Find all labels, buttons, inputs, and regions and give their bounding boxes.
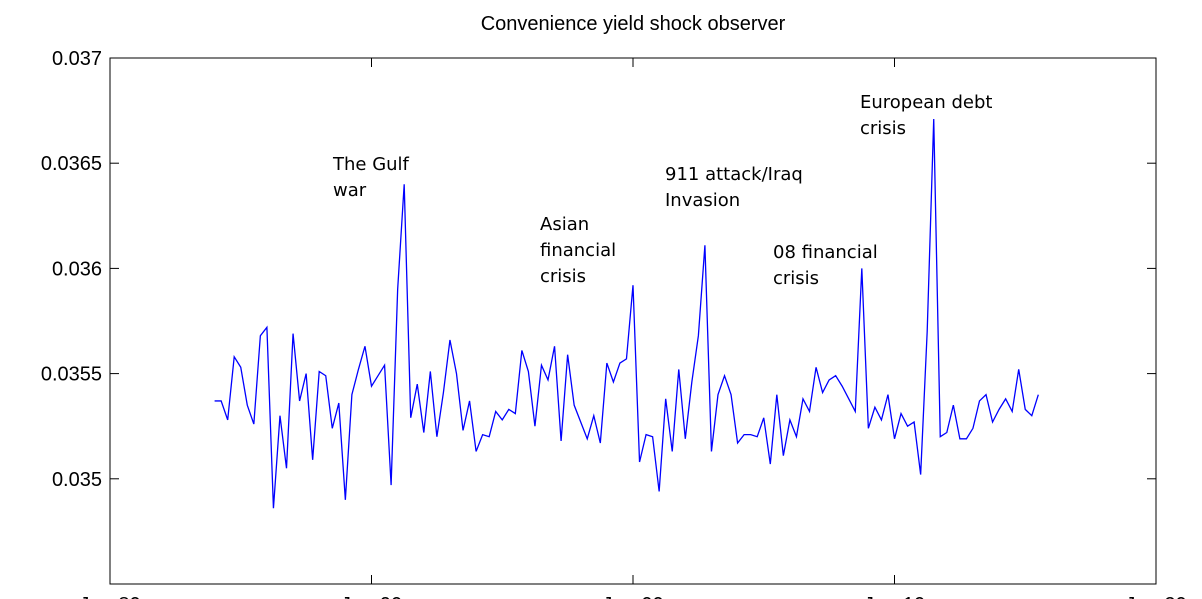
y-tick-label: 0.0365 (41, 153, 102, 175)
data-line (214, 119, 1039, 509)
x-tick-label: Jan-80 (79, 594, 140, 599)
y-tick-label: 0.036 (52, 258, 102, 280)
y-tick-label: 0.037 (52, 48, 102, 70)
x-tick-label: Jan-10 (864, 594, 925, 599)
x-tick-label: Jan-00 (602, 594, 663, 599)
plot-frame (109, 57, 1157, 585)
annotation: crisis (860, 118, 906, 139)
y-tick-label: 0.035 (52, 469, 102, 491)
x-tick-label: Jan-90 (341, 594, 402, 599)
annotation: war (333, 180, 367, 201)
annotation: crisis (540, 266, 586, 287)
annotation: crisis (773, 268, 819, 289)
annotation: European debt (860, 92, 992, 113)
y-tick-label: 0.0355 (41, 364, 102, 386)
annotation: 08 financial (773, 242, 878, 263)
annotation: 911 attack/Iraq (665, 164, 803, 185)
annotation: financial (540, 240, 616, 261)
annotation: The Gulf (332, 154, 410, 175)
chart-title: Convenience yield shock observer (481, 13, 786, 35)
x-tick-label: Jan-20 (1125, 594, 1186, 599)
annotation: Asian (540, 214, 589, 235)
annotation: Invasion (665, 190, 740, 211)
